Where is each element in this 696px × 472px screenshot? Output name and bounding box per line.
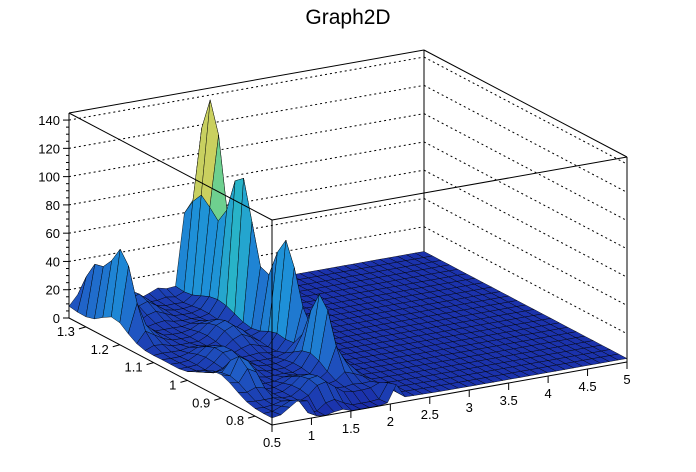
x-tick-label: 0.5 xyxy=(263,435,281,450)
plot-frame-front xyxy=(68,112,628,426)
z-tick-label: 140 xyxy=(38,113,60,128)
z-grid-back xyxy=(68,56,425,121)
z-tick-label: 0 xyxy=(53,311,60,326)
x-tick-label: 3.5 xyxy=(500,393,518,408)
right-top-edge xyxy=(423,49,628,158)
z-grid-right xyxy=(423,226,628,335)
z-grid-right xyxy=(423,198,628,306)
x-tick-label: 1 xyxy=(308,428,315,443)
x-tick-label: 2.5 xyxy=(421,407,439,422)
z-grid-right xyxy=(423,113,628,222)
y-axis-line xyxy=(68,317,273,426)
z-grid-back xyxy=(68,84,425,149)
z-tick-label: 40 xyxy=(46,254,60,269)
x-tick-label: 3 xyxy=(466,400,473,415)
y-tick xyxy=(214,397,222,401)
z-tick-label: 100 xyxy=(38,170,60,185)
y-tick xyxy=(180,379,188,383)
z-tick-label: 20 xyxy=(46,283,60,298)
y-tick xyxy=(112,344,120,348)
y-tick xyxy=(78,326,87,330)
x-axis-line xyxy=(271,361,628,426)
z-tick-label: 80 xyxy=(46,198,60,213)
plot-frame-back xyxy=(68,49,628,362)
x-tick-label: 2 xyxy=(387,414,394,429)
x-tick-label: 4.5 xyxy=(579,379,597,394)
x-tick-label: 5 xyxy=(623,372,630,387)
y-tick xyxy=(247,415,256,419)
z-tick-label: 120 xyxy=(38,141,60,156)
x-tick-label: 1.5 xyxy=(342,421,360,436)
y-tick-label: 1.2 xyxy=(91,342,109,357)
x-tick-label: 4 xyxy=(544,386,551,401)
y-tick-label: 1 xyxy=(169,377,176,392)
back-top-edge xyxy=(68,49,425,114)
chart-title: Graph2D xyxy=(305,6,391,29)
z-grid-right xyxy=(423,169,628,278)
y-tick-label: 0.8 xyxy=(226,413,244,428)
z-grid-right xyxy=(423,56,628,165)
z-grid-back xyxy=(68,113,425,178)
surface-mesh xyxy=(68,99,628,419)
left-top-edge xyxy=(68,112,273,221)
z-tick-label: 60 xyxy=(46,226,60,241)
y-tick xyxy=(146,362,154,366)
z-grid-back xyxy=(68,141,425,206)
y-tick-label: 0.9 xyxy=(192,395,210,410)
z-grid-right xyxy=(423,141,628,250)
front-top-edge xyxy=(271,156,628,221)
z-grid-right xyxy=(423,84,628,193)
axis-labels: 0 20 40 60 80 100 120 140 0.5 1 1.5 2 2.5 3 3.5 4 4.5 5 0.… xyxy=(38,113,630,450)
y-tick-label: 1.1 xyxy=(125,360,143,375)
y-tick-label: 1.3 xyxy=(57,324,75,339)
